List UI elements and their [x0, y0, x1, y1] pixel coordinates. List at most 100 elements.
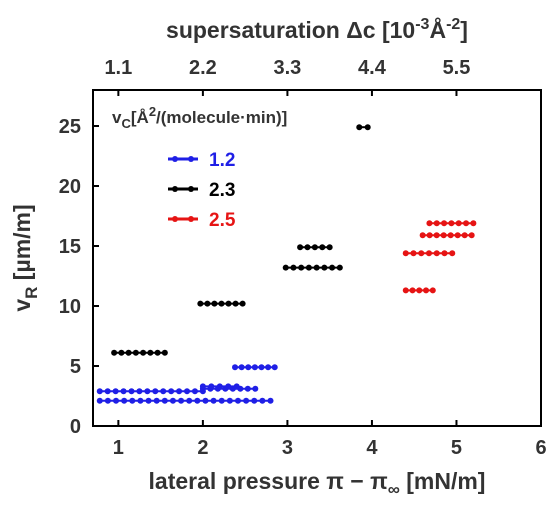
data-point — [454, 232, 461, 239]
data-point — [202, 397, 209, 404]
data-point — [225, 383, 232, 390]
data-point — [194, 397, 201, 404]
data-point — [410, 250, 417, 257]
data-point — [233, 383, 240, 390]
data-point — [125, 349, 132, 356]
data-point — [416, 287, 423, 294]
data-point — [448, 220, 455, 227]
legend-title: vC[Å2/(molecule·min)] — [112, 104, 287, 131]
data-point — [218, 397, 225, 404]
data-point — [470, 220, 477, 227]
plot-frame — [92, 89, 542, 427]
data-point — [426, 220, 433, 227]
data-point — [129, 397, 136, 404]
series-3 — [402, 220, 477, 294]
data-point — [297, 244, 304, 251]
x-tick-label: 5 — [451, 437, 462, 459]
data-point — [244, 385, 251, 392]
data-point — [461, 232, 468, 239]
data-point — [226, 397, 233, 404]
data-point — [433, 232, 440, 239]
data-point — [402, 287, 409, 294]
data-point — [364, 124, 371, 131]
top-tick-label: 4.4 — [358, 57, 387, 79]
y-tick-label: 25 — [59, 116, 81, 138]
data-point — [238, 364, 245, 371]
data-point — [239, 300, 246, 307]
top-tick-label: 3.3 — [274, 57, 302, 79]
legend-label: 1.2 — [209, 150, 235, 171]
data-point — [319, 244, 326, 251]
data-point — [423, 287, 430, 294]
series-2 — [111, 124, 371, 356]
data-point — [258, 364, 265, 371]
data-point — [433, 220, 440, 227]
data-point — [433, 250, 440, 257]
top-axis-title: supersaturation Δc [10-3Å-2] — [166, 16, 468, 43]
data-point — [282, 264, 289, 271]
data-point — [449, 250, 456, 257]
data-point — [419, 232, 426, 239]
data-point — [208, 383, 215, 390]
data-point — [111, 349, 118, 356]
data-point — [265, 364, 272, 371]
data-point — [429, 287, 436, 294]
data-point — [441, 220, 448, 227]
ticks: 1 2 3 4 5 6 0 5 10 15 20 25 1.1 2.2 3.3 4.4 5.5 — [59, 57, 547, 459]
data-point — [234, 397, 241, 404]
data-point — [418, 250, 425, 257]
x-tick-label: 3 — [282, 437, 293, 459]
data-point — [113, 397, 120, 404]
data-point — [96, 388, 103, 395]
data-point — [218, 300, 225, 307]
data-point — [426, 232, 433, 239]
data-point — [176, 388, 183, 395]
data-point — [243, 397, 250, 404]
data-point — [216, 383, 223, 390]
data-point — [232, 364, 239, 371]
data-point — [121, 397, 128, 404]
data-point — [104, 397, 111, 404]
data-point — [232, 300, 239, 307]
x-axis-title: lateral pressure π − π∞ [mN/m] — [149, 468, 486, 499]
legend-marker — [172, 216, 178, 222]
legend-marker — [188, 156, 194, 162]
data-point — [298, 264, 305, 271]
x-tick-label: 1 — [113, 437, 124, 459]
data-point — [305, 264, 312, 271]
data-point — [160, 388, 167, 395]
data-point — [225, 300, 232, 307]
data-point — [463, 220, 470, 227]
legend-marker — [172, 186, 178, 192]
data-point — [144, 388, 151, 395]
y-tick-label: 15 — [59, 236, 81, 258]
legend-marker — [188, 186, 194, 192]
y-axis-title: vR [µm/m] — [9, 204, 41, 311]
data-point — [211, 300, 218, 307]
legend-marker — [188, 216, 194, 222]
data-point — [168, 388, 175, 395]
x-tick-label: 6 — [535, 437, 546, 459]
data-point — [169, 397, 176, 404]
data-point — [304, 244, 311, 251]
y-tick-label: 5 — [70, 356, 81, 378]
data-point — [251, 397, 258, 404]
data-point — [153, 397, 160, 404]
data-point — [259, 397, 266, 404]
top-tick-label: 2.2 — [189, 57, 217, 79]
data-point — [128, 388, 135, 395]
data-point — [140, 349, 147, 356]
data-point — [197, 300, 204, 307]
data-point — [120, 388, 127, 395]
data-point — [186, 397, 193, 404]
data-point — [267, 397, 274, 404]
data-point — [199, 383, 206, 390]
data-point — [326, 244, 333, 251]
y-tick-label: 20 — [59, 176, 81, 198]
data-point — [426, 250, 432, 257]
data-point — [329, 264, 336, 271]
data-point — [161, 349, 168, 356]
x-tick-label: 2 — [197, 437, 208, 459]
data-point — [311, 244, 318, 251]
